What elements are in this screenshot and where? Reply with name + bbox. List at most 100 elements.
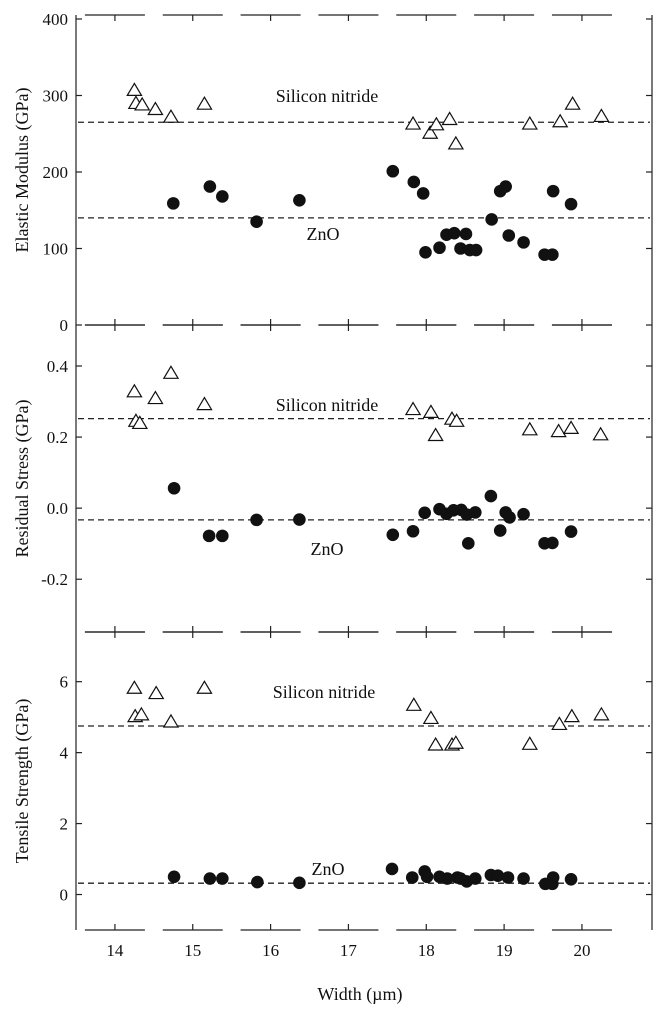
zno-point	[546, 536, 559, 550]
silicon-nitride-point	[593, 108, 610, 123]
zno-point	[501, 871, 515, 884]
zno-point	[484, 489, 498, 503]
y-tick-label: 0	[60, 316, 69, 335]
silicon-nitride-point	[550, 423, 567, 438]
y-tick-label: 200	[43, 163, 69, 182]
zno-point	[499, 180, 512, 193]
zno-point	[564, 197, 578, 211]
zno-point	[293, 513, 306, 526]
silicon-nitride-point	[422, 710, 440, 725]
zno-point	[503, 511, 516, 524]
y-tick-label: 0.0	[47, 499, 68, 518]
zno-point	[386, 528, 400, 542]
y-tick-label: 6	[60, 673, 69, 692]
silicon-nitride-point	[147, 390, 164, 405]
zno-point	[203, 180, 217, 193]
silicon-nitride-point	[428, 116, 445, 131]
silicon-nitride-point	[564, 96, 581, 110]
zno-point	[459, 227, 473, 241]
x-tick-label: 17	[340, 941, 358, 960]
zno-label: ZnO	[307, 224, 340, 244]
y-tick-label: 0.4	[47, 357, 69, 376]
zno-point	[250, 215, 263, 229]
silicon-nitride-point	[131, 415, 149, 430]
silicon-nitride-series	[126, 82, 610, 150]
zno-point	[203, 872, 217, 885]
silicon-nitride-point	[592, 426, 609, 441]
silicon-nitride-point	[147, 101, 164, 116]
silicon-nitride-point	[404, 115, 422, 130]
x-axis-label: Width (µm)	[317, 984, 402, 1005]
silicon-nitride-point	[551, 113, 569, 128]
silicon-nitride-point	[427, 427, 444, 442]
zno-point	[493, 524, 507, 537]
silicon-nitride-point	[421, 125, 439, 139]
silicon-nitride-point	[447, 735, 465, 749]
silicon-nitride-point	[448, 413, 465, 427]
zno-point	[564, 525, 578, 538]
silicon-nitride-point	[126, 680, 143, 694]
x-tick-label: 16	[262, 941, 279, 960]
zno-series	[166, 164, 578, 261]
zno-point	[202, 529, 216, 543]
zno-point	[469, 506, 482, 519]
zno-point	[216, 872, 229, 885]
zno-point	[447, 226, 461, 240]
silicon-nitride-point	[133, 96, 151, 111]
silicon-nitride-point	[427, 736, 444, 751]
y-tick-label: 400	[43, 10, 69, 29]
panel-2: -0.2 0.0 0.2 0.4 Residual Stress (GPa) Silico…	[12, 324, 653, 633]
silicon-nitride-point	[551, 716, 568, 731]
silicon-nitride-point	[521, 736, 538, 750]
zno-point	[216, 190, 229, 203]
zno-point	[385, 862, 399, 876]
silicon-nitride-point	[126, 82, 143, 97]
silicon-nitride-point	[447, 135, 465, 150]
silicon-nitride-point	[196, 680, 213, 694]
y-tick-label: 0.2	[47, 428, 68, 447]
y-axis-label: Tensile Strength (GPa)	[12, 699, 33, 864]
zno-point	[462, 537, 475, 550]
silicon-nitride-label: Silicon nitride	[276, 86, 379, 106]
y-axis-label: Elastic Modulus (GPa)	[12, 88, 33, 253]
x-tick-label: 15	[184, 941, 201, 960]
zno-series	[167, 481, 578, 550]
zno-point	[469, 872, 482, 885]
zno-point	[250, 513, 263, 527]
silicon-nitride-point	[162, 713, 180, 728]
zno-series	[167, 862, 578, 891]
zno-point	[407, 175, 421, 189]
zno-point	[405, 871, 419, 884]
y-tick-label: 0	[60, 886, 69, 905]
silicon-nitride-series	[126, 365, 609, 442]
y-tick-label: -0.2	[41, 570, 68, 589]
silicon-nitride-point	[422, 404, 440, 419]
zno-point	[406, 524, 420, 538]
x-tick-label: 20	[573, 941, 590, 960]
silicon-nitride-point	[521, 115, 538, 130]
silicon-nitride-point	[147, 685, 165, 700]
silicon-nitride-point	[162, 365, 180, 379]
silicon-nitride-point	[133, 706, 150, 721]
y-tick-label: 300	[43, 87, 69, 106]
zno-label: ZnO	[312, 859, 345, 879]
zno-point	[517, 507, 530, 521]
zno-point	[517, 872, 530, 885]
silicon-nitride-point	[562, 420, 580, 435]
zno-point	[386, 164, 400, 178]
x-tick-label: 14	[106, 941, 124, 960]
zno-point	[546, 248, 559, 261]
zno-point	[433, 241, 446, 255]
x-tick-label: 19	[496, 941, 513, 960]
silicon-nitride-point	[521, 421, 538, 436]
y-tick-label: 4	[60, 744, 69, 763]
panel-3: 0 2 4 6 Tensile Strength (GPa) Silicon nitrid…	[12, 631, 653, 931]
zno-point	[564, 872, 578, 886]
zno-point	[416, 187, 430, 200]
zno-point	[293, 876, 306, 890]
silicon-nitride-label: Silicon nitride	[273, 682, 376, 702]
zno-point	[251, 875, 264, 889]
y-tick-label: 100	[43, 240, 69, 259]
zno-point	[420, 870, 434, 884]
